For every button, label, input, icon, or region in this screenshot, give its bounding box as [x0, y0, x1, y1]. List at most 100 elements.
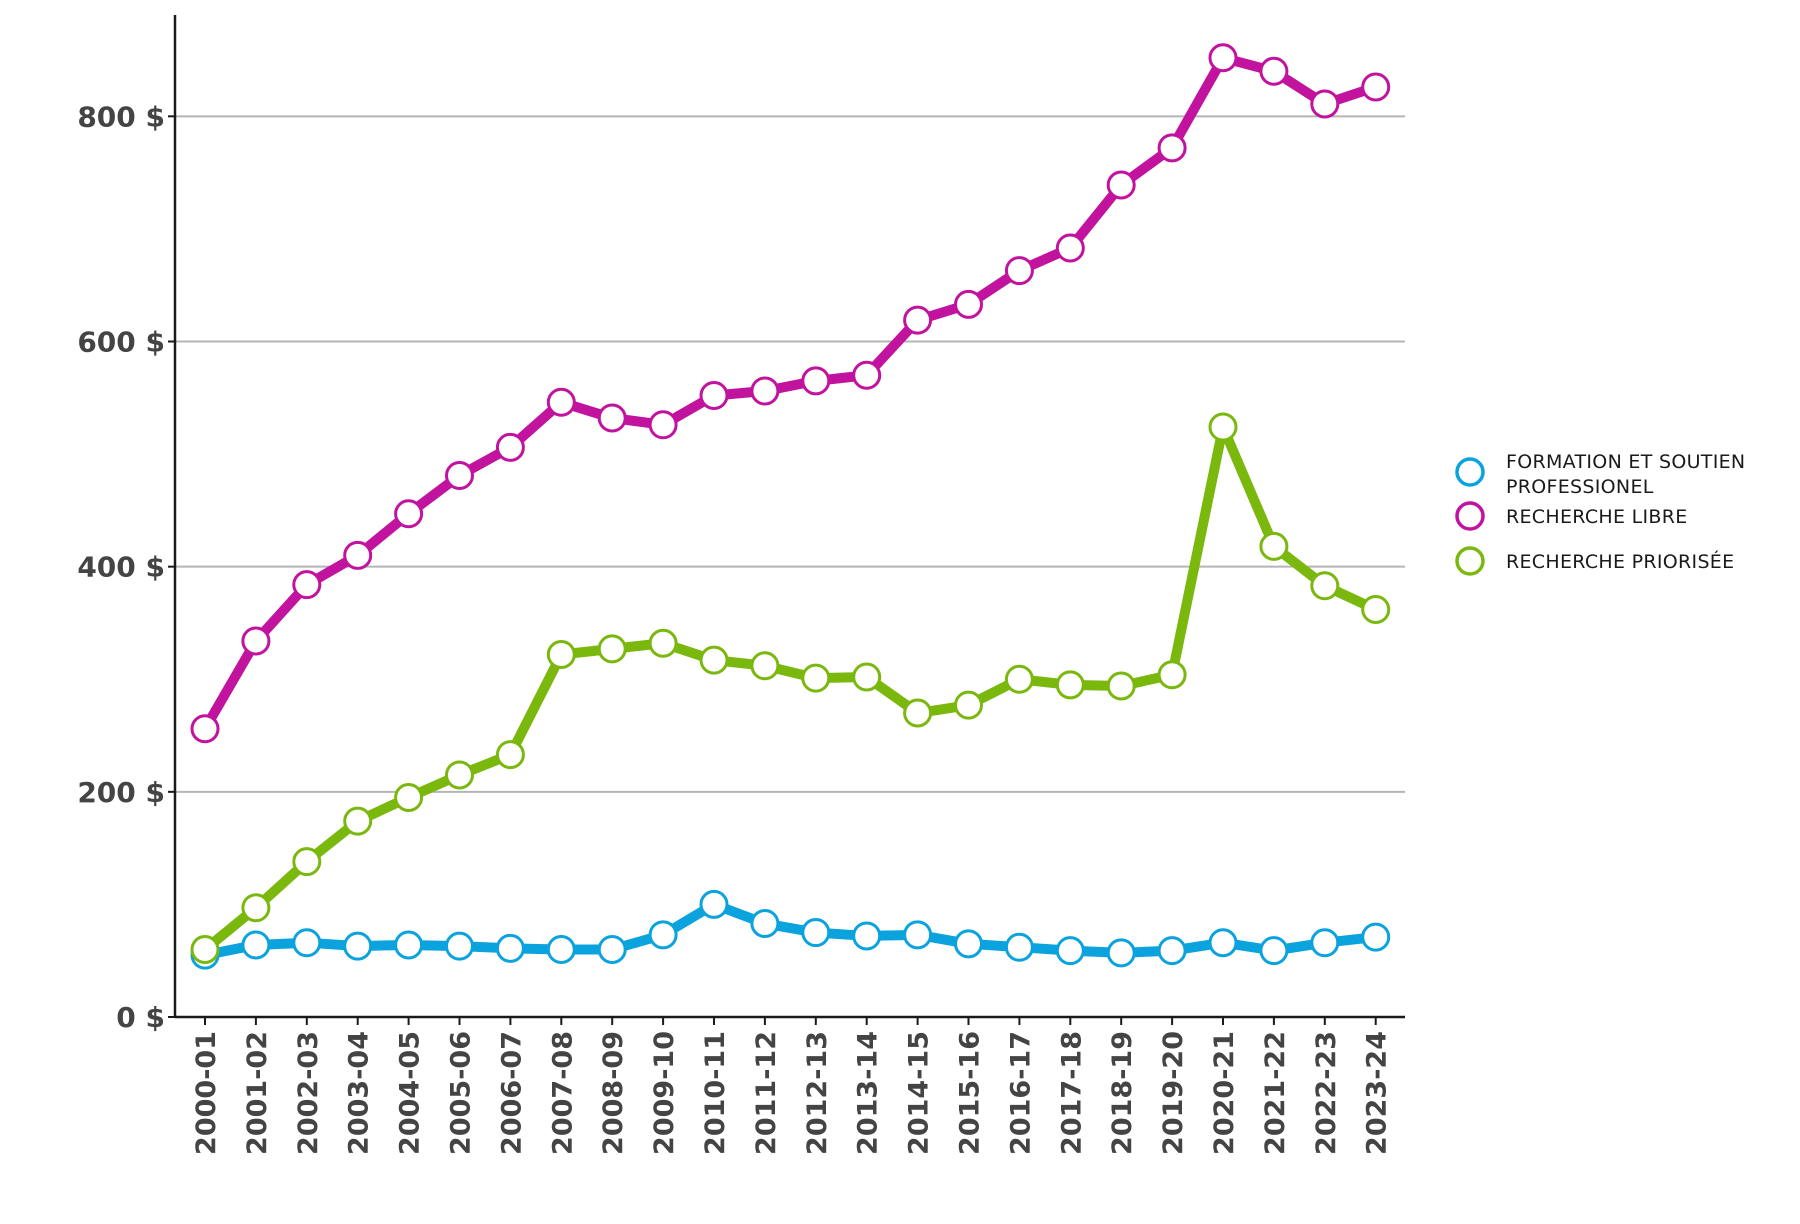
data-point: [1106, 671, 1136, 701]
data-point: [852, 360, 882, 390]
legend: FORMATION ET SOUTIEN PROFESSIONEL RECHERCH…: [1455, 451, 1745, 576]
data-point: [241, 930, 271, 960]
x-tick-label: 2023-24: [1362, 1031, 1393, 1155]
series-line: [200, 422, 1381, 955]
data-point: [394, 782, 424, 812]
data-point: [1310, 571, 1340, 601]
y-tick-label: 800 $: [77, 100, 165, 133]
legend-label: RECHERCHE LIBRE: [1506, 506, 1688, 528]
data-point: [1208, 928, 1238, 958]
data-point: [954, 690, 983, 720]
x-tick-label: 2005-06: [446, 1031, 477, 1155]
data-point: [648, 628, 678, 658]
data-point: [1157, 133, 1187, 163]
data-point: [546, 639, 576, 669]
data-point: [1208, 43, 1238, 73]
data-point: [445, 460, 474, 490]
legend-marker: [1455, 546, 1485, 576]
series-line: [200, 52, 1381, 734]
data-point: [1055, 936, 1085, 966]
data-point: [699, 645, 729, 675]
data-point: [546, 387, 576, 417]
data-point: [241, 893, 271, 923]
x-tick-label: 2013-14: [853, 1031, 884, 1155]
x-tick-label: 2012-13: [802, 1031, 833, 1155]
y-tick-label: 600 $: [77, 325, 165, 358]
data-point: [1361, 72, 1391, 102]
data-point: [292, 928, 322, 958]
x-tick-label: 2008-09: [598, 1031, 629, 1155]
data-point: [292, 847, 322, 877]
x-tick-label: 2019-20: [1158, 1031, 1189, 1155]
y-tick-label: 400 $: [77, 551, 165, 584]
data-point: [546, 934, 576, 964]
x-tick-label: 2016-17: [1005, 1031, 1036, 1155]
data-point: [495, 933, 525, 963]
data-point: [1259, 936, 1289, 966]
data-point: [954, 289, 983, 319]
data-point: [1208, 412, 1238, 442]
legend-marker: [1455, 501, 1485, 531]
data-point: [1310, 89, 1340, 119]
y-axis: 0 $ 200 $ 400 $ 600 $ 800 $: [77, 15, 177, 1034]
data-point: [394, 930, 424, 960]
x-tick-label: 2011-12: [751, 1031, 782, 1155]
data-point: [597, 934, 627, 964]
data-point: [699, 381, 729, 411]
data-point: [801, 918, 831, 948]
y-tick-label: 0 $: [116, 1001, 165, 1034]
x-tick-label: 2020-21: [1209, 1031, 1240, 1155]
x-tick-label: 2018-19: [1107, 1031, 1138, 1155]
data-point: [903, 920, 933, 950]
data-point: [343, 931, 373, 961]
series-layer: [190, 43, 1391, 970]
data-point: [1106, 938, 1136, 968]
data-point: [750, 376, 780, 406]
data-point: [1259, 531, 1289, 561]
data-point: [1157, 936, 1187, 966]
x-tick-label: 2002-03: [293, 1031, 324, 1155]
data-point: [648, 410, 678, 440]
data-point: [343, 540, 373, 570]
data-point: [903, 698, 933, 728]
data-point: [750, 909, 780, 939]
x-tick-label: 2021-22: [1260, 1031, 1291, 1155]
data-point: [1106, 170, 1136, 200]
data-point: [495, 740, 525, 770]
x-tick-label: 2015-16: [955, 1031, 986, 1155]
data-point: [801, 366, 831, 396]
data-point: [903, 305, 933, 335]
data-point: [495, 432, 525, 462]
data-point: [852, 662, 882, 692]
x-tick-label: 2009-10: [649, 1031, 680, 1155]
data-point: [597, 403, 627, 433]
x-tick-label: 2017-18: [1056, 1031, 1087, 1155]
data-point: [241, 626, 271, 656]
data-point: [801, 663, 831, 693]
data-point: [597, 634, 627, 664]
data-point: [1157, 660, 1187, 690]
x-tick-label: 2003-04: [344, 1031, 375, 1155]
data-point: [699, 889, 729, 919]
x-tick-label: 2006-07: [496, 1031, 527, 1155]
data-point: [648, 920, 678, 950]
data-point: [1004, 256, 1034, 286]
series-line: [200, 899, 1381, 961]
legend-label: PROFESSIONEL: [1506, 476, 1654, 498]
x-axis: 2000-01 2001-02 2002-03 2003-04 2004-05 2005-…: [175, 1015, 1405, 1155]
data-point: [1361, 922, 1391, 952]
data-point: [190, 714, 220, 744]
gridlines: [175, 115, 1405, 793]
data-point: [1310, 928, 1340, 958]
x-tick-label: 2022-23: [1311, 1031, 1342, 1155]
data-point: [292, 570, 322, 600]
legend-marker: [1455, 457, 1485, 487]
data-point: [190, 934, 220, 964]
x-tick-label: 2004-05: [395, 1031, 426, 1155]
data-point: [445, 931, 474, 961]
x-tick-label: 2014-15: [904, 1031, 935, 1155]
x-tick-label: 2010-11: [700, 1031, 731, 1155]
data-point: [1004, 664, 1034, 694]
x-tick-label: 2001-02: [242, 1031, 273, 1155]
